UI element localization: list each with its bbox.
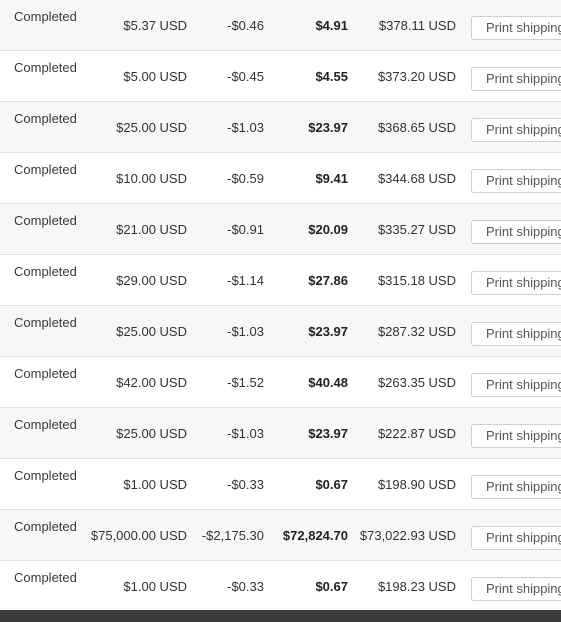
status-label: Completed — [14, 315, 77, 330]
balance-amount: $373.20 USD — [377, 69, 456, 84]
net-amount: $0.67 — [315, 477, 348, 492]
print-shipping-button[interactable]: Print shipping — [471, 526, 561, 550]
print-shipping-button[interactable]: Print shipping — [471, 16, 561, 40]
print-shipping-button[interactable]: Print shipping — [471, 322, 561, 346]
print-shipping-button[interactable]: Print shipping — [471, 271, 561, 295]
status-label: Completed — [14, 9, 77, 24]
net-amount: $4.91 — [315, 18, 348, 33]
fee-amount: -$0.33 — [227, 579, 264, 594]
net-amount: $20.09 — [308, 222, 348, 237]
table-row: Completed $1.00 USD -$0.33 $0.67 $198.90… — [0, 459, 561, 510]
balance-amount: $378.11 USD — [378, 18, 456, 33]
gross-amount: $10.00 USD — [116, 171, 187, 186]
fee-amount: -$0.46 — [227, 18, 264, 33]
net-amount: $23.97 — [308, 324, 348, 339]
balance-amount: $368.65 USD — [377, 120, 456, 135]
fee-amount: -$0.33 — [227, 477, 264, 492]
fee-amount: -$1.03 — [227, 324, 264, 339]
fee-amount: -$2,175.30 — [201, 528, 264, 543]
print-shipping-button[interactable]: Print shipping — [471, 67, 561, 91]
table-row: Completed $10.00 USD -$0.59 $9.41 $344.6… — [0, 153, 561, 204]
fee-amount: -$1.52 — [227, 375, 264, 390]
gross-amount: $1.00 USD — [123, 477, 187, 492]
status-label: Completed — [14, 111, 77, 126]
balance-amount: $222.87 USD — [377, 426, 456, 441]
balance-amount: $315.18 USD — [377, 273, 456, 288]
print-shipping-button[interactable]: Print shipping — [471, 424, 561, 448]
gross-amount: $25.00 USD — [116, 426, 187, 441]
print-shipping-button[interactable]: Print shipping — [471, 577, 561, 601]
balance-amount: $73,022.93 USD — [359, 528, 456, 543]
status-label: Completed — [14, 60, 77, 75]
net-amount: $40.48 — [308, 375, 348, 390]
fee-amount: -$1.03 — [227, 426, 264, 441]
balance-amount: $287.32 USD — [377, 324, 456, 339]
status-label: Completed — [14, 468, 77, 483]
table-row: Completed $29.00 USD -$1.14 $27.86 $315.… — [0, 255, 561, 306]
table-row: Completed $5.00 USD -$0.45 $4.55 $373.20… — [0, 51, 561, 102]
table-row: Completed $75,000.00 USD -$2,175.30 $72,… — [0, 510, 561, 561]
table-row: Completed $25.00 USD -$1.03 $23.97 $368.… — [0, 102, 561, 153]
balance-amount: $198.90 USD — [377, 477, 456, 492]
print-shipping-button[interactable]: Print shipping — [471, 373, 561, 397]
status-label: Completed — [14, 519, 77, 534]
fee-amount: -$0.45 — [227, 69, 264, 84]
table-row: Completed $5.37 USD -$0.46 $4.91 $378.11… — [0, 0, 561, 51]
bottom-bar — [0, 610, 561, 622]
status-label: Completed — [14, 570, 77, 585]
print-shipping-button[interactable]: Print shipping — [471, 475, 561, 499]
table-row: Completed $1.00 USD -$0.33 $0.67 $198.23… — [0, 561, 561, 612]
balance-amount: $263.35 USD — [377, 375, 456, 390]
table-row: Completed $25.00 USD -$1.03 $23.97 $287.… — [0, 306, 561, 357]
net-amount: $23.97 — [308, 120, 348, 135]
print-shipping-button[interactable]: Print shipping — [471, 220, 561, 244]
balance-amount: $335.27 USD — [377, 222, 456, 237]
gross-amount: $25.00 USD — [116, 324, 187, 339]
gross-amount: $25.00 USD — [116, 120, 187, 135]
net-amount: $9.41 — [315, 171, 348, 186]
net-amount: $4.55 — [315, 69, 348, 84]
net-amount: $23.97 — [308, 426, 348, 441]
balance-amount: $198.23 USD — [377, 579, 456, 594]
table-row: Completed $42.00 USD -$1.52 $40.48 $263.… — [0, 357, 561, 408]
gross-amount: $29.00 USD — [116, 273, 187, 288]
gross-amount: $75,000.00 USD — [90, 528, 187, 543]
gross-amount: $1.00 USD — [123, 579, 187, 594]
balance-amount: $344.68 USD — [377, 171, 456, 186]
gross-amount: $21.00 USD — [116, 222, 187, 237]
status-label: Completed — [14, 162, 77, 177]
fee-amount: -$1.03 — [227, 120, 264, 135]
net-amount: $72,824.70 — [282, 528, 348, 543]
status-label: Completed — [14, 264, 77, 279]
table-row: Completed $21.00 USD -$0.91 $20.09 $335.… — [0, 204, 561, 255]
print-shipping-button[interactable]: Print shipping — [471, 169, 561, 193]
gross-amount: $5.00 USD — [123, 69, 187, 84]
gross-amount: $42.00 USD — [116, 375, 187, 390]
fee-amount: -$0.59 — [227, 171, 264, 186]
gross-amount: $5.37 USD — [123, 18, 187, 33]
print-shipping-button[interactable]: Print shipping — [471, 118, 561, 142]
status-label: Completed — [14, 417, 77, 432]
net-amount: $27.86 — [308, 273, 348, 288]
status-label: Completed — [14, 213, 77, 228]
net-amount: $0.67 — [315, 579, 348, 594]
status-label: Completed — [14, 366, 77, 381]
table-row: Completed $25.00 USD -$1.03 $23.97 $222.… — [0, 408, 561, 459]
fee-amount: -$1.14 — [227, 273, 264, 288]
fee-amount: -$0.91 — [227, 222, 264, 237]
